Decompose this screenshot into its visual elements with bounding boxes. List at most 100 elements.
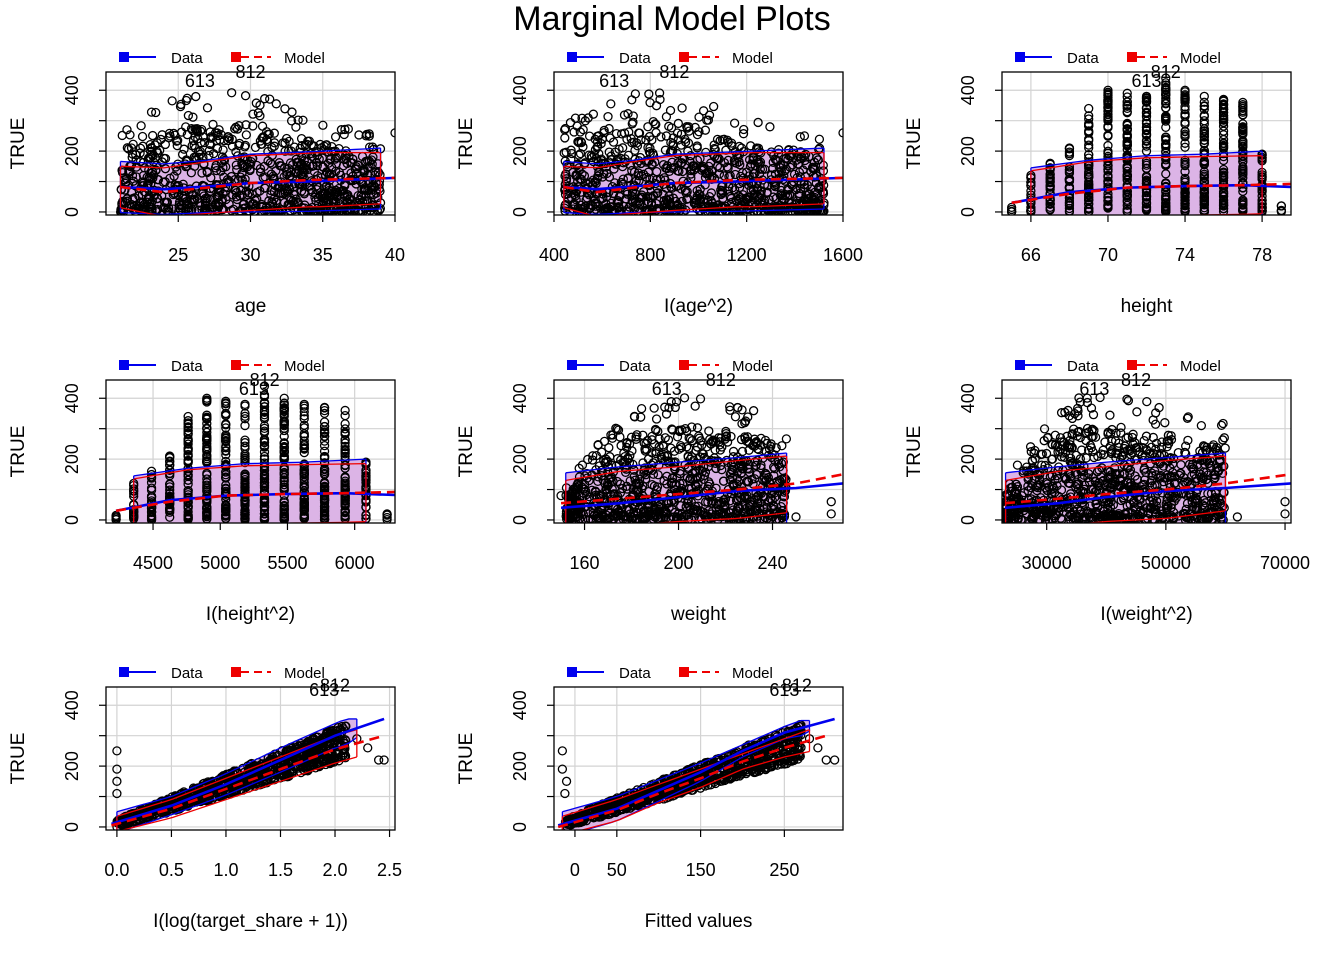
y-tick-label: 400 bbox=[62, 383, 82, 413]
x-tick-label: 1600 bbox=[823, 245, 863, 265]
data-point bbox=[1199, 196, 1209, 206]
data-point bbox=[764, 444, 775, 454]
data-point bbox=[183, 451, 193, 461]
data-point bbox=[588, 109, 599, 119]
data-point bbox=[319, 141, 329, 151]
data-point bbox=[221, 506, 231, 516]
data-point bbox=[1276, 201, 1287, 211]
data-point bbox=[566, 154, 576, 165]
data-point bbox=[1199, 135, 1209, 146]
data-point bbox=[148, 130, 158, 141]
data-point bbox=[565, 117, 576, 128]
data-point bbox=[1218, 164, 1229, 175]
data-point bbox=[169, 171, 179, 181]
data-point bbox=[364, 161, 374, 172]
data-point bbox=[588, 175, 598, 185]
data-point bbox=[587, 152, 597, 163]
data-point bbox=[730, 412, 741, 422]
data-point bbox=[651, 119, 661, 130]
data-point bbox=[146, 507, 157, 517]
data-point bbox=[1180, 173, 1190, 183]
data-point bbox=[645, 143, 655, 153]
data-point bbox=[259, 480, 270, 491]
data-point bbox=[1161, 78, 1171, 88]
data-point bbox=[191, 91, 201, 102]
data-point bbox=[695, 190, 705, 200]
data-point bbox=[717, 465, 727, 475]
data-point bbox=[126, 143, 137, 153]
data-point bbox=[183, 503, 193, 513]
data-point bbox=[265, 201, 275, 212]
data-point bbox=[1199, 101, 1209, 111]
data-point bbox=[649, 403, 659, 413]
data-point bbox=[778, 160, 789, 170]
data-point bbox=[1103, 109, 1113, 120]
data-point bbox=[1064, 193, 1075, 203]
data-point bbox=[176, 127, 187, 137]
data-point bbox=[725, 191, 735, 202]
data-point bbox=[604, 443, 614, 453]
data-point bbox=[1122, 119, 1132, 129]
data-point bbox=[629, 411, 640, 422]
data-point bbox=[319, 482, 330, 492]
data-point bbox=[826, 509, 836, 519]
data-point bbox=[631, 434, 641, 444]
data-point bbox=[1103, 102, 1113, 112]
data-point bbox=[1199, 110, 1209, 120]
data-band-upper bbox=[565, 452, 787, 474]
data-point bbox=[644, 507, 655, 517]
data-point bbox=[299, 447, 309, 458]
data-point bbox=[183, 470, 193, 480]
data-point bbox=[160, 177, 170, 187]
data-point bbox=[116, 185, 127, 195]
data-point bbox=[241, 120, 251, 130]
data-point bbox=[818, 160, 828, 170]
data-point bbox=[748, 440, 758, 451]
data-point bbox=[340, 429, 350, 440]
data-point bbox=[632, 141, 643, 151]
plot-area bbox=[1006, 73, 1291, 215]
data-point bbox=[752, 438, 762, 449]
data-point bbox=[736, 469, 746, 479]
data-point bbox=[279, 498, 289, 508]
data-point bbox=[193, 147, 204, 157]
data-point bbox=[660, 145, 671, 155]
data-point bbox=[1199, 126, 1209, 136]
data-point bbox=[1122, 166, 1132, 176]
data-point bbox=[764, 195, 774, 205]
data-point bbox=[1041, 448, 1052, 459]
data-point bbox=[311, 157, 322, 168]
model-band-upper bbox=[120, 151, 381, 169]
data-point bbox=[576, 137, 586, 147]
data-point bbox=[259, 402, 270, 412]
data-point bbox=[259, 392, 270, 402]
data-point bbox=[756, 189, 766, 199]
data-point bbox=[591, 154, 601, 164]
y-tick-label: 0 bbox=[62, 515, 82, 525]
data-point bbox=[285, 184, 295, 194]
data-point bbox=[580, 514, 591, 523]
data-point bbox=[1161, 202, 1171, 212]
y-tick-label: 400 bbox=[958, 75, 978, 105]
data-point bbox=[256, 167, 266, 177]
data-point bbox=[138, 197, 148, 207]
data-point bbox=[756, 463, 766, 473]
data-point bbox=[745, 467, 755, 478]
data-point bbox=[1238, 119, 1248, 129]
data-point bbox=[299, 399, 309, 409]
data-point bbox=[202, 441, 212, 452]
data-point bbox=[382, 514, 392, 523]
data-point bbox=[144, 173, 154, 183]
data-point bbox=[1145, 478, 1156, 488]
data-point bbox=[658, 189, 668, 199]
data-point bbox=[319, 425, 330, 435]
data-point bbox=[561, 483, 572, 493]
data-point bbox=[319, 453, 330, 463]
data-point bbox=[227, 134, 237, 145]
data-point bbox=[306, 140, 317, 150]
plot-area bbox=[556, 393, 843, 523]
data-point bbox=[668, 495, 679, 505]
data-point bbox=[581, 195, 591, 205]
data-point bbox=[1161, 206, 1171, 215]
